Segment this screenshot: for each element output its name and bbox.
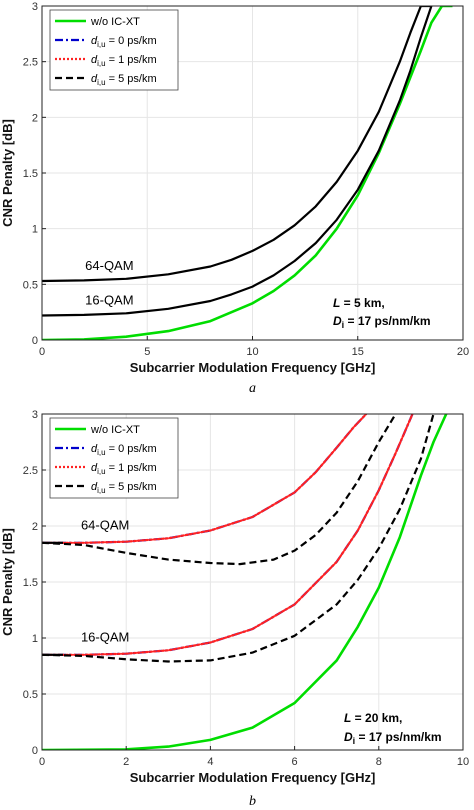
a-annotation-length-value: = 5 km,	[340, 296, 384, 310]
a-annotation-dispersion-symbol: D	[333, 314, 342, 328]
panel-b: 0 2 4 6 8 10 0 0.5 1 1.5 2 2.5 3 Subcarrier Modulatio…	[0, 409, 469, 809]
a-annotation-length-symbol: L	[333, 296, 340, 310]
b-series-group	[42, 414, 448, 750]
a-legend-label-value: = 5 ps/km	[106, 73, 157, 85]
a-legend-label-sub: i,u	[97, 78, 105, 87]
a-annotation-dispersion-value: = 17 ps/nm/km	[344, 314, 430, 328]
b-annotation-dispersion-sub: i	[353, 736, 356, 746]
b-x-tick-label: 2	[123, 756, 129, 768]
a-x-tick-label: 5	[144, 346, 150, 358]
b-y-tick-label: 3	[32, 409, 38, 421]
b-x-tick-label: 4	[207, 756, 213, 768]
b-x-tick-label: 8	[376, 756, 382, 768]
a-y-tick-label: 2.5	[23, 57, 38, 69]
b-y-tick-label: 1	[32, 633, 38, 645]
a-series-line-1	[42, 6, 433, 317]
a-annotation-dispersion: Di = 17 ps/nm/km	[333, 314, 431, 330]
b-legend-label-symbol: d	[91, 443, 98, 455]
b-annotation-length: L = 20 km,	[344, 711, 402, 725]
b-y-tick-label: 2.5	[23, 465, 38, 477]
a-y-axis-label: CNR Penalty [dB]	[0, 119, 15, 227]
b-panel-caption: b	[249, 794, 256, 809]
b-y-tick-label: 2	[32, 521, 38, 533]
a-panel-caption: a	[249, 381, 256, 396]
a-y-tick-label: 2	[32, 112, 38, 124]
a-x-tick-label: 10	[246, 346, 258, 358]
b-annotation-dispersion: Di = 17 ps/nm/km	[344, 730, 442, 746]
a-annotation-length: L = 5 km,	[333, 296, 385, 310]
a-legend-label-sub: i,u	[97, 59, 105, 68]
b-annotation-length-value: = 20 km,	[351, 711, 402, 725]
b-x-tick-label: 6	[292, 756, 298, 768]
a-y-tick-label: 1	[32, 224, 38, 236]
a-legend-label-value: = 0 ps/km	[106, 35, 157, 47]
a-legend-box	[49, 9, 179, 91]
b-annotation-16qam: 16-QAM	[81, 629, 129, 644]
a-annotation-64qam: 64-QAM	[85, 258, 133, 273]
b-series-line-5	[42, 414, 414, 656]
a-legend-label-value: = 1 ps/km	[106, 54, 157, 66]
b-annotation-dispersion-symbol: D	[344, 730, 353, 744]
panel-a: 0 5 10 15 20 0 0.5 1 1.5 2 2.5 3 Subcarrier Modulati…	[0, 1, 469, 396]
b-legend-label-symbol: d	[91, 481, 98, 493]
b-series-line-0	[42, 414, 448, 750]
a-legend-label-symbol: d	[91, 54, 98, 66]
a-series-line-0	[42, 6, 453, 340]
a-y-tick-label: 0	[32, 335, 38, 347]
a-y-tick-label: 0.5	[23, 279, 38, 291]
a-legend-label-symbol: d	[91, 35, 98, 47]
b-legend-label-3: di,u = 5 ps/km	[91, 481, 157, 495]
a-annotation-16qam: 16-QAM	[85, 292, 133, 307]
b-legend-label-value: = 0 ps/km	[106, 443, 157, 455]
b-legend-label-value: = 1 ps/km	[106, 462, 157, 474]
a-legend-label-sub: i,u	[97, 40, 105, 49]
a-series-line-2	[42, 6, 432, 283]
a-annotation-dispersion-sub: i	[342, 320, 345, 330]
b-series-line-3	[42, 414, 397, 566]
b-legend-label-value: = 5 ps/km	[106, 481, 157, 493]
a-x-tick-label: 15	[352, 346, 364, 358]
a-x-tick-label: 20	[457, 346, 469, 358]
b-y-tick-label: 0.5	[23, 689, 38, 701]
b-y-tick-label: 1.5	[23, 577, 38, 589]
b-x-tick-label: 10	[457, 756, 469, 768]
a-series-group	[42, 6, 453, 340]
a-y-tick-label: 1.5	[23, 168, 38, 180]
a-x-tick-label: 0	[39, 346, 45, 358]
b-x-tick-label: 0	[39, 756, 45, 768]
a-legend-label-3: di,u = 5 ps/km	[91, 73, 157, 87]
b-legend-label-0: w/o IC-XT	[90, 424, 140, 436]
b-annotation-length-symbol: L	[344, 711, 351, 725]
b-annotation-dispersion-value: = 17 ps/nm/km	[355, 730, 441, 744]
b-series-line-2	[42, 414, 368, 544]
b-legend-label-sub: i,u	[97, 467, 105, 476]
a-x-axis-label: Subcarrier Modulation Frequency [GHz]	[130, 360, 376, 375]
b-annotation-64qam: 64-QAM	[81, 517, 129, 532]
a-legend-label-0: w/o IC-XT	[90, 16, 140, 28]
b-legend-box	[49, 417, 179, 499]
b-y-tick-label: 0	[32, 745, 38, 757]
b-legend-label-2: di,u = 1 ps/km	[91, 462, 157, 476]
a-legend-label-1: di,u = 0 ps/km	[91, 35, 157, 49]
b-legend-label-symbol: d	[91, 462, 98, 474]
b-legend-label-1: di,u = 0 ps/km	[91, 443, 157, 457]
b-y-axis-label: CNR Penalty [dB]	[0, 528, 15, 636]
b-legend-label-sub: i,u	[97, 448, 105, 457]
a-legend-label-2: di,u = 1 ps/km	[91, 54, 157, 68]
b-series-line-6	[42, 414, 435, 663]
b-legend-label-sub: i,u	[97, 486, 105, 495]
a-legend-label-symbol: d	[91, 73, 98, 85]
b-x-axis-label: Subcarrier Modulation Frequency [GHz]	[130, 770, 376, 785]
a-y-tick-label: 3	[32, 1, 38, 13]
